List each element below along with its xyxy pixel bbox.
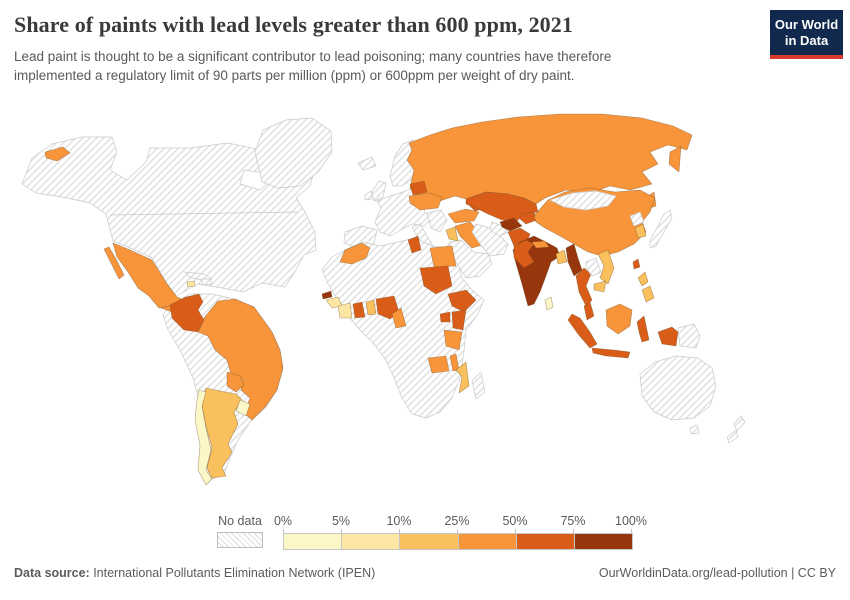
legend-tick-label-0: 0% (273, 514, 293, 528)
country-russia-kamchatka[interactable] (668, 145, 682, 173)
country-chile[interactable] (194, 389, 213, 486)
country-ireland[interactable] (364, 190, 373, 201)
footer: Data source: International Pollutants El… (14, 566, 836, 580)
country-papua-new-guinea[interactable] (677, 323, 701, 349)
legend-tick-label-100: 100% (615, 514, 647, 528)
footer-license: OurWorldinData.org/lead-pollution | CC B… (598, 566, 836, 580)
country-cote-divoire[interactable] (337, 302, 353, 319)
country-ghana[interactable] (352, 301, 366, 319)
country-indonesia-papua[interactable] (657, 326, 679, 347)
country-brazil[interactable] (197, 298, 284, 421)
country-nepal[interactable] (531, 240, 550, 249)
country-sudan[interactable] (419, 265, 453, 295)
legend-tick-labels: 0% 5% 10% 25% 50% 75% 100% (274, 514, 647, 533)
country-morocco[interactable] (339, 242, 371, 265)
country-cambodia[interactable] (593, 280, 607, 293)
legend-tick-label-50: 50% (502, 514, 528, 528)
legend-bin-75-100%[interactable] (573, 534, 633, 549)
country-tasmania[interactable] (689, 424, 700, 435)
country-kenya[interactable] (451, 309, 467, 331)
footer-datasource: Data source: International Pollutants El… (14, 566, 375, 580)
country-japan[interactable] (649, 209, 673, 249)
country-taiwan[interactable] (632, 258, 641, 270)
country-russia-chukotka[interactable] (44, 146, 71, 162)
country-paraguay[interactable] (226, 371, 245, 393)
country-philippines[interactable] (637, 271, 655, 303)
country-zambia[interactable] (427, 355, 450, 374)
country-tunisia[interactable] (407, 235, 422, 254)
country-uruguay[interactable] (235, 399, 251, 417)
country-hispaniola[interactable] (200, 278, 213, 286)
country-balkans[interactable] (426, 209, 448, 233)
legend-bin-25-50%[interactable] (457, 534, 516, 549)
country-madagascar[interactable] (471, 371, 486, 400)
country-turkmenistan[interactable] (489, 221, 509, 237)
owid-logo-line2: in Data (784, 32, 829, 48)
country-vietnam[interactable] (597, 249, 615, 285)
country-russia[interactable] (406, 113, 693, 205)
legend-bin-50-75%[interactable] (515, 534, 574, 549)
country-indonesia-sulawesi[interactable] (636, 315, 650, 343)
country-ukraine[interactable] (408, 192, 443, 211)
country-senegal[interactable] (321, 290, 333, 300)
legend-tick-label-25: 25% (444, 514, 470, 528)
country-south-korea[interactable] (634, 223, 647, 239)
country-bangladesh[interactable] (555, 249, 568, 265)
legend-no-data[interactable]: No data (217, 514, 263, 548)
country-sri-lanka[interactable] (544, 296, 554, 311)
country-australia[interactable] (639, 355, 717, 421)
country-uk[interactable] (371, 180, 387, 202)
legend-tick-label-75: 75% (560, 514, 586, 528)
page-subtitle: Lead paint is thought to be a significan… (14, 49, 612, 84)
legend-no-data-label: No data (218, 514, 262, 528)
country-cameroon[interactable] (391, 307, 407, 329)
country-turkey[interactable] (447, 208, 480, 224)
legend-no-data-swatch[interactable] (217, 532, 263, 548)
legend-tick-label-10: 10% (386, 514, 412, 528)
country-togo-benin[interactable] (365, 299, 377, 316)
country-tanzania[interactable] (443, 329, 463, 351)
map-legend: 0% 5% 10% 25% 50% 75% 100% (274, 514, 647, 550)
legend-bin-10-25%[interactable] (399, 534, 458, 549)
country-new-zealand[interactable] (726, 415, 746, 444)
country-iberia[interactable] (343, 225, 378, 249)
legend-bin-0-5%[interactable] (284, 534, 342, 549)
country-jordan-israel[interactable] (445, 226, 459, 242)
country-borneo[interactable] (605, 303, 633, 335)
country-kyrgyzstan-tajikistan[interactable] (519, 211, 538, 225)
page-title: Share of paints with lead levels greater… (14, 12, 573, 37)
header: Share of paints with lead levels greater… (14, 12, 686, 85)
country-argentina[interactable] (201, 387, 243, 479)
country-jamaica[interactable] (186, 280, 196, 288)
legend-color-ramp[interactable] (283, 533, 633, 550)
country-north-korea[interactable] (629, 211, 645, 227)
footer-datasource-value: International Pollutants Elimination Net… (89, 566, 376, 580)
country-malaysia-peninsula[interactable] (583, 301, 595, 321)
country-indonesia-sumatra[interactable] (567, 313, 598, 349)
country-myanmar[interactable] (565, 243, 583, 277)
country-ethiopia[interactable] (447, 289, 477, 313)
country-colombia[interactable] (169, 293, 205, 333)
footer-datasource-label: Data source: (14, 566, 90, 580)
legend-bin-5-10%[interactable] (341, 534, 400, 549)
country-greenland[interactable] (254, 117, 333, 189)
owid-logo-line1: Our World (774, 17, 839, 32)
country-belarus[interactable] (409, 180, 428, 196)
country-usa-canada[interactable] (21, 136, 317, 297)
country-thailand[interactable] (575, 267, 593, 307)
country-uzbekistan[interactable] (499, 217, 523, 232)
country-indonesia-java[interactable] (591, 347, 631, 359)
country-iceland[interactable] (357, 156, 377, 171)
legend-tick-label-5: 5% (331, 514, 351, 528)
country-laos[interactable] (585, 257, 602, 277)
country-mexico-baja[interactable] (103, 246, 125, 280)
owid-logo[interactable]: Our World in Data (770, 10, 843, 59)
country-mozambique[interactable] (455, 361, 470, 394)
country-uganda[interactable] (439, 311, 451, 323)
country-egypt[interactable] (429, 245, 457, 268)
country-mongolia[interactable] (549, 190, 617, 211)
country-pakistan[interactable] (513, 239, 535, 269)
